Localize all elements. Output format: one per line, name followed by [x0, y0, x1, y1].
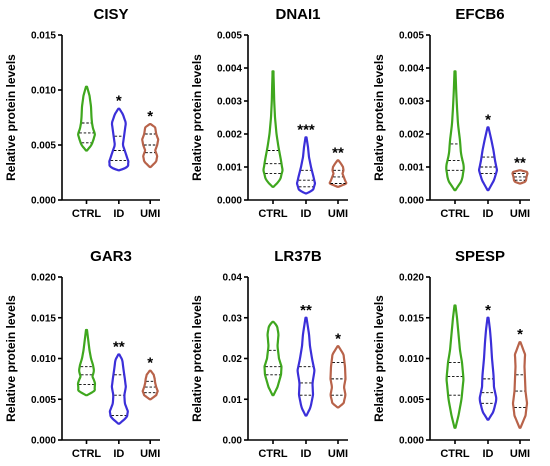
violin-umi [511, 341, 529, 429]
chart-title: LR37B [274, 248, 322, 265]
y-tick-label: 0.002 [217, 130, 242, 141]
y-tick-label: 0.004 [399, 64, 424, 75]
y-tick-label: 0.010 [31, 354, 56, 365]
x-tick-label: CTRL [440, 448, 470, 460]
y-tick-label: 0.010 [399, 354, 424, 365]
chart-panel-spesp: SPESP Relative protein levels 0.000 0.005 0.… [372, 248, 530, 460]
y-tick-label: 0.020 [399, 273, 424, 284]
violin-ctrl [77, 85, 96, 152]
violin-umi [328, 159, 348, 188]
significance-marker: * [485, 302, 491, 319]
significance-marker: * [485, 111, 491, 128]
significance-marker: * [517, 326, 523, 343]
y-tick-label: 0.002 [399, 130, 424, 141]
y-tick-label: 0.005 [31, 395, 56, 406]
violin-ctrl [76, 328, 97, 397]
violin-id [477, 126, 499, 192]
violin-ctrl [262, 70, 284, 188]
chart-title: SPESP [455, 248, 505, 265]
significance-marker: ** [332, 144, 344, 161]
y-axis-label: Relative protein levels [372, 295, 386, 422]
y-axis-label: Relative protein levels [190, 54, 204, 181]
y-tick-label: 0.000 [31, 196, 56, 207]
significance-marker: ** [113, 338, 125, 355]
violin-umi [511, 169, 529, 185]
y-tick-label: 0.015 [399, 313, 424, 324]
y-axis-label: Relative protein levels [190, 295, 204, 422]
x-tick-label: CTRL [258, 208, 288, 220]
x-tick-label: ID [483, 448, 494, 460]
y-tick-label: 0.000 [31, 436, 56, 447]
y-tick-label: 0.004 [217, 64, 242, 75]
significance-marker: ** [300, 302, 312, 319]
violin-id [295, 136, 317, 195]
chart-panel-efcb6: EFCB6 Relative protein levels 0.000 0.001 0.… [372, 6, 530, 220]
chart-title: CISY [93, 6, 128, 23]
x-tick-label: ID [301, 448, 312, 460]
violin-ctrl [445, 304, 465, 429]
y-tick-label: 0.01 [223, 395, 243, 406]
y-tick-label: 0.000 [217, 196, 242, 207]
y-tick-label: 0.005 [217, 31, 242, 42]
violin-umi [141, 369, 159, 401]
violin-id [108, 107, 130, 172]
significance-marker: * [116, 93, 122, 110]
significance-marker: * [335, 330, 341, 347]
x-tick-label: UMI [140, 208, 160, 220]
chart-panel-cisy: CISY Relative protein levels 0.000 0.005 0.0… [4, 6, 160, 220]
y-tick-label: 0.02 [223, 354, 243, 365]
significance-marker: *** [297, 121, 315, 138]
violin-umi [141, 123, 160, 169]
y-tick-label: 0.000 [399, 196, 424, 207]
y-tick-label: 0.04 [223, 273, 243, 284]
y-tick-label: 0.005 [399, 31, 424, 42]
significance-marker: * [147, 355, 153, 372]
x-tick-label: UMI [328, 208, 348, 220]
violin-id [296, 316, 316, 417]
chart-title: EFCB6 [455, 6, 504, 23]
x-tick-label: CTRL [72, 448, 102, 460]
x-tick-label: CTRL [440, 208, 470, 220]
x-tick-label: ID [113, 208, 124, 220]
y-tick-label: 0.005 [31, 141, 56, 152]
y-tick-label: 0.03 [223, 313, 243, 324]
x-tick-label: UMI [510, 448, 530, 460]
chart-title: DNAI1 [275, 6, 320, 23]
y-axis-label: Relative protein levels [4, 54, 18, 181]
y-tick-label: 0.020 [31, 273, 56, 284]
y-tick-label: 0.010 [31, 86, 56, 97]
chart-panel-dnai1: DNAI1 Relative protein levels 0.000 0.001 0.… [190, 6, 348, 220]
x-tick-label: CTRL [72, 208, 102, 220]
x-tick-label: ID [301, 208, 312, 220]
x-tick-label: UMI [328, 448, 348, 460]
x-tick-label: UMI [510, 208, 530, 220]
violin-id [108, 353, 129, 425]
significance-marker: * [147, 108, 153, 125]
y-tick-label: 0.015 [31, 31, 56, 42]
significance-marker: ** [514, 154, 526, 171]
x-tick-label: ID [113, 448, 124, 460]
y-tick-label: 0.015 [31, 313, 56, 324]
y-tick-label: 0.003 [399, 97, 424, 108]
y-axis-label: Relative protein levels [372, 54, 386, 181]
violin-ctrl [263, 320, 283, 397]
y-tick-label: 0.005 [399, 395, 424, 406]
x-tick-label: ID [483, 208, 494, 220]
violin-ctrl [445, 70, 465, 192]
y-tick-label: 0.00 [223, 436, 243, 447]
x-tick-label: CTRL [258, 448, 288, 460]
chart-panel-lr37b: LR37B Relative protein levels 0.00 0.01 0.02… [190, 248, 348, 460]
y-tick-label: 0.001 [217, 163, 242, 174]
y-tick-label: 0.003 [217, 97, 242, 108]
violin-id [478, 316, 498, 421]
y-tick-label: 0.001 [399, 163, 424, 174]
chart-panel-gar3: GAR3 Relative protein levels 0.000 0.005 0.0… [4, 248, 160, 460]
violin-umi [329, 345, 347, 409]
chart-title: GAR3 [90, 248, 132, 265]
x-tick-label: UMI [140, 448, 160, 460]
y-tick-label: 0.000 [399, 436, 424, 447]
y-axis-label: Relative protein levels [4, 295, 18, 422]
